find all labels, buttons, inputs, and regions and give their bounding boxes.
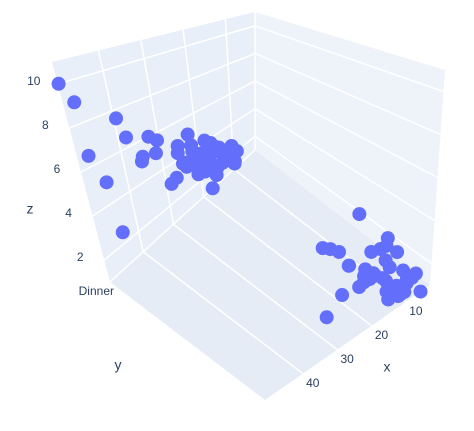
data-point [177, 155, 192, 170]
z-grid-line [254, 107, 435, 222]
floor-pane [110, 150, 430, 400]
x-tick-label: 20 [375, 328, 389, 342]
y-grid-line [109, 149, 256, 283]
data-point [135, 149, 150, 164]
data-point [67, 95, 82, 110]
side-pane [255, 12, 445, 285]
data-point [319, 310, 334, 325]
data-point [335, 288, 350, 303]
z-grid-line [57, 25, 256, 85]
data-point [332, 244, 347, 259]
x-grid-line [172, 223, 338, 351]
z-tick-label: 8 [42, 118, 49, 132]
z-grid-line [92, 107, 256, 217]
data-point [224, 138, 239, 153]
data-point [413, 284, 428, 299]
data-point [148, 146, 163, 161]
z-axis-title: z [27, 201, 34, 217]
data-point [109, 111, 124, 126]
data-point [352, 207, 367, 222]
data-point [390, 245, 405, 260]
data-point [381, 283, 396, 298]
data-point [51, 76, 66, 91]
data-point [408, 266, 423, 281]
data-point [341, 258, 356, 273]
data-point [205, 181, 220, 196]
data-point [382, 260, 397, 275]
z-tick-label: 2 [77, 250, 84, 264]
z-tick-label: 6 [54, 162, 61, 176]
x-tick-label: 10 [409, 304, 423, 318]
z-grid-line [254, 80, 438, 179]
data-point [193, 146, 208, 161]
x-grid-line [142, 251, 304, 375]
z-grid-line [254, 25, 444, 93]
data-point [352, 280, 367, 295]
data-point [364, 244, 379, 259]
z-tick-label: 4 [65, 206, 72, 220]
x-axis-title: x [384, 359, 391, 375]
x-tick-label: 40 [306, 376, 320, 390]
data-point [226, 153, 241, 168]
data-point [391, 282, 406, 297]
data-point [379, 238, 394, 253]
data-point [315, 241, 330, 256]
data-point [366, 266, 381, 281]
z-grid-line [254, 52, 441, 136]
z-grid-line [254, 135, 432, 265]
z-tick-label: 10 [27, 74, 41, 88]
data-point [180, 127, 195, 142]
data-point [119, 130, 134, 145]
data-point [81, 148, 96, 163]
data-point [184, 138, 199, 153]
data-point [115, 225, 130, 240]
x-grid-line [203, 196, 373, 327]
data-point [170, 146, 185, 161]
y-axis-title: y [115, 357, 122, 373]
z-grid-line [69, 52, 256, 129]
y-tick-label: Dinner [79, 284, 114, 298]
z-grid-line [80, 80, 256, 173]
x-tick-label: 30 [341, 352, 355, 366]
data-point [197, 133, 212, 148]
data-point [141, 129, 156, 144]
data-point [99, 175, 114, 190]
data-point [164, 176, 179, 191]
